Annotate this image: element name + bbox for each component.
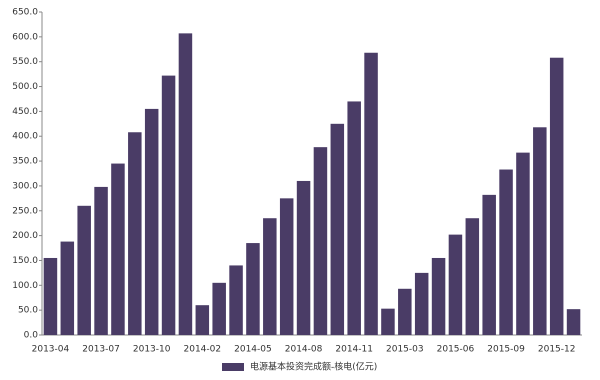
y-tick-label: 0.0 <box>24 331 39 341</box>
bar <box>212 282 226 335</box>
bar <box>60 241 75 335</box>
x-tick-label: 2014-02 <box>184 345 222 355</box>
bar <box>111 163 125 335</box>
x-tick-label: 2015-03 <box>386 345 424 355</box>
bar <box>549 57 564 336</box>
x-tick-label: 2013-10 <box>133 345 171 355</box>
bar <box>279 198 294 335</box>
bar <box>347 101 361 335</box>
bar <box>431 257 446 335</box>
y-tick-label: 400.0 <box>12 132 38 142</box>
bar <box>330 123 345 335</box>
bar <box>161 75 176 336</box>
bar <box>43 257 58 335</box>
x-tick-label: 2014-05 <box>234 345 272 355</box>
bar <box>195 305 210 335</box>
y-tick-label: 450.0 <box>12 107 38 117</box>
x-tick-label: 2015-06 <box>437 345 475 355</box>
bar <box>482 194 496 335</box>
x-tick-label: 2014-08 <box>285 345 323 355</box>
y-tick-label: 650.0 <box>12 8 38 18</box>
y-tick-label: 500.0 <box>12 82 38 92</box>
bar <box>313 147 328 335</box>
bar <box>364 52 378 336</box>
y-tick-label: 300.0 <box>12 181 38 191</box>
y-tick-label: 350.0 <box>12 157 38 167</box>
bar <box>381 308 395 335</box>
y-tick-label: 150.0 <box>12 256 38 266</box>
bar <box>499 169 513 335</box>
bar <box>94 186 108 335</box>
x-tick-label: 2014-11 <box>335 345 373 355</box>
bar <box>533 127 547 335</box>
bar <box>465 218 480 335</box>
y-tick-label: 100.0 <box>12 281 38 291</box>
bar <box>229 265 243 335</box>
bar <box>414 272 429 335</box>
y-tick-label: 550.0 <box>12 57 38 67</box>
bar <box>246 243 260 335</box>
legend-swatch <box>222 363 244 371</box>
x-tick-label: 2015-12 <box>538 345 576 355</box>
bar <box>178 33 193 336</box>
bar <box>566 309 581 335</box>
bar <box>77 205 91 335</box>
bar <box>516 152 530 335</box>
x-tick-label: 2013-04 <box>32 345 70 355</box>
bar <box>128 132 142 335</box>
y-tick-label: 250.0 <box>12 206 38 216</box>
bar <box>144 108 159 336</box>
y-tick-label: 50.0 <box>18 306 38 316</box>
x-tick-label: 2015-09 <box>487 345 525 355</box>
bar <box>398 288 412 335</box>
bar <box>263 218 277 335</box>
x-tick-label: 2013-07 <box>82 345 120 355</box>
legend-label: 电源基本投资完成额-核电(亿元) <box>250 361 377 373</box>
bar <box>448 234 463 335</box>
bar <box>296 180 311 335</box>
y-tick-label: 200.0 <box>12 231 38 241</box>
y-tick-label: 600.0 <box>12 32 38 42</box>
